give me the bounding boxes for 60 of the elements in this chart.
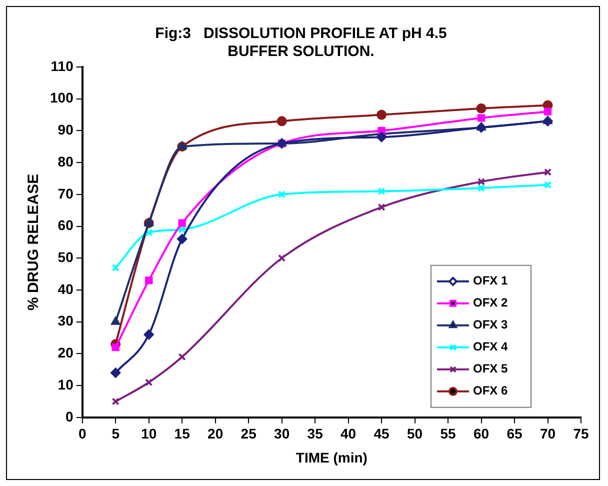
point — [111, 316, 120, 325]
x-tick-label: 15 — [174, 426, 190, 442]
point — [278, 254, 286, 262]
legend-label: OFX 5 — [473, 362, 508, 376]
y-tick-label: 0 — [66, 408, 74, 424]
point — [477, 184, 486, 192]
point — [544, 108, 552, 116]
x-tick-label: 30 — [274, 426, 290, 442]
x-tick-label: 70 — [540, 426, 556, 442]
y-axis-title: % DRUG RELEASE — [25, 174, 42, 311]
point — [145, 276, 153, 284]
y-tick-label: 100 — [50, 90, 74, 106]
point — [278, 190, 286, 198]
y-tick-label: 110 — [50, 58, 74, 74]
point — [177, 234, 188, 244]
point — [145, 378, 153, 386]
y-tick-label: 50 — [58, 248, 74, 265]
legend-label: OFX 1 — [473, 274, 508, 288]
x-tick-label: 25 — [240, 426, 257, 442]
y-tick-label: 80 — [58, 153, 74, 170]
legend-label: OFX 6 — [473, 384, 508, 398]
x-tick-label: 40 — [340, 426, 356, 442]
y-tick-label: 70 — [58, 185, 74, 202]
point — [477, 114, 486, 122]
x-tick-label: 50 — [406, 426, 423, 442]
point — [376, 132, 387, 142]
y-tick-label: 10 — [58, 376, 74, 392]
x-tick-label: 20 — [208, 426, 224, 442]
point — [376, 110, 387, 120]
point — [178, 226, 186, 234]
x-tick-label: 10 — [141, 426, 157, 442]
x-tick-label: 60 — [473, 426, 490, 442]
x-tick-label: 45 — [374, 426, 390, 442]
point — [112, 343, 120, 352]
point — [476, 103, 486, 114]
x-axis-title: TIME (min) — [296, 449, 368, 466]
legend-label: OFX 2 — [473, 296, 508, 310]
legend-label: OFX 4 — [473, 340, 508, 354]
x-tick-label: 65 — [506, 426, 523, 442]
y-tick-label: 20 — [58, 344, 74, 361]
point — [378, 187, 386, 196]
y-tick-label: 30 — [58, 312, 74, 329]
x-tick-label: 5 — [112, 426, 120, 442]
point — [110, 368, 121, 378]
x-tick-label: 0 — [78, 426, 86, 442]
legend-label: OFX 3 — [473, 318, 508, 332]
x-tick-label: 55 — [440, 426, 456, 442]
point — [178, 219, 186, 227]
x-tick-label: 35 — [307, 426, 324, 442]
y-tick-label: 90 — [58, 122, 74, 138]
point — [144, 330, 154, 340]
point — [276, 116, 287, 126]
point — [145, 228, 153, 236]
y-tick-label: 40 — [58, 280, 74, 297]
chart-title: Fig:3 DISSOLUTION PROFILE AT pH 4.5 BUFFER SOLUTION. — [155, 25, 447, 60]
point — [178, 353, 186, 361]
point — [378, 203, 386, 211]
y-tick-label: 60 — [58, 217, 74, 234]
x-tick-label: 75 — [573, 426, 589, 442]
point — [477, 178, 486, 186]
